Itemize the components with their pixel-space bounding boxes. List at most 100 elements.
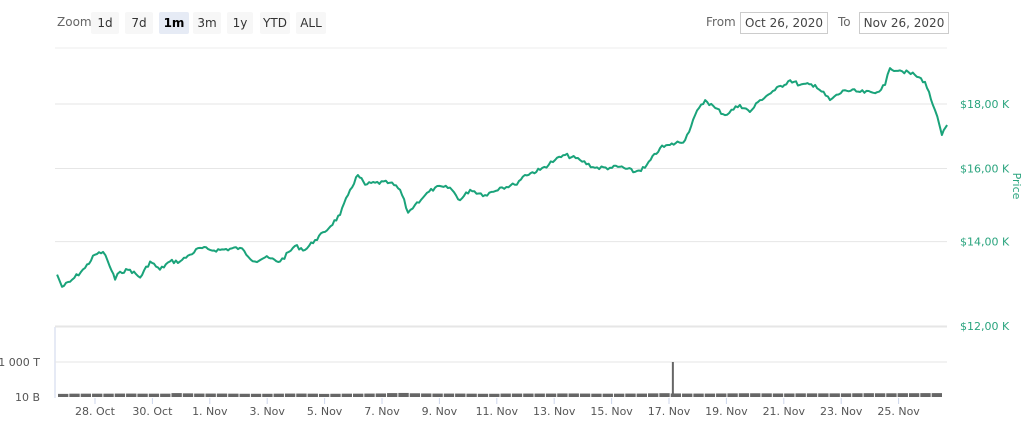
volume-bar: [693, 393, 704, 397]
volume-bar: [602, 393, 613, 397]
volume-bar: [568, 393, 579, 397]
volume-bar: [727, 393, 738, 397]
volume-bar: [160, 393, 171, 397]
volume-bar: [126, 393, 137, 397]
x-tick-label: 3. Nov: [249, 405, 285, 418]
volume-bar: [205, 393, 216, 397]
volume-bar: [353, 393, 364, 397]
volume-bar: [307, 393, 318, 397]
volume-bar: [557, 393, 568, 397]
volume-bar: [625, 393, 636, 397]
volume-bar: [432, 393, 443, 397]
volume-bar: [829, 393, 840, 397]
volume-bar: [908, 393, 920, 397]
x-tick-label: 17. Nov: [648, 405, 691, 418]
volume-bar: [341, 393, 352, 397]
volume-bar: [194, 393, 205, 397]
volume-bar: [80, 393, 92, 397]
volume-bar: [806, 393, 818, 397]
volume-bar: [545, 393, 557, 397]
x-tick-label: 1. Nov: [192, 405, 228, 418]
volume-bar: [636, 393, 647, 397]
zoom-button-1y[interactable]: 1y: [227, 12, 253, 34]
volume-bar: [659, 393, 670, 397]
volume-bar: [897, 393, 908, 397]
volume-bar: [92, 393, 103, 397]
volume-bar: [931, 393, 942, 397]
zoom-button-1m[interactable]: 1m: [159, 12, 189, 34]
volume-bar: [704, 393, 716, 397]
volume-bar: [648, 393, 659, 397]
volume-bar: [750, 393, 761, 397]
volume-tick-label: 10 B: [15, 391, 40, 404]
x-tick-label: 15. Nov: [590, 405, 633, 418]
x-tick-label: 21. Nov: [763, 405, 806, 418]
volume-bar: [250, 393, 262, 397]
volume-bar: [761, 393, 772, 397]
x-tick-label: 11. Nov: [476, 405, 519, 418]
zoom-button-all[interactable]: ALL: [296, 12, 326, 34]
volume-bar: [103, 393, 114, 397]
x-tick-label: 19. Nov: [705, 405, 748, 418]
volume-bar: [500, 393, 511, 397]
zoom-button-ytd[interactable]: YTD: [260, 12, 290, 34]
volume-bar: [795, 393, 806, 397]
volume-bar: [387, 393, 398, 397]
volume-bar: [364, 393, 375, 397]
volume-bar: [375, 393, 387, 397]
x-tick-label: 7. Nov: [364, 405, 400, 418]
volume-bar: [273, 393, 284, 397]
volume-bar: [523, 393, 534, 397]
zoom-button-1d[interactable]: 1d: [91, 12, 119, 34]
price-tick-label: $18,00 K: [960, 98, 1010, 111]
volume-bar: [443, 393, 455, 397]
volume-bar: [772, 393, 784, 397]
volume-bar: [682, 393, 693, 397]
x-tick-label: 13. Nov: [533, 405, 576, 418]
volume-bar: [784, 393, 795, 397]
zoom-button-7d[interactable]: 7d: [125, 12, 153, 34]
price-tick-label: $16,00 K: [960, 162, 1010, 175]
from-date-input[interactable]: Oct 26, 2020: [740, 12, 828, 34]
volume-bar: [171, 393, 182, 397]
volume-bar: [58, 393, 69, 397]
x-tick-label: 9. Nov: [422, 405, 458, 418]
volume-bar: [69, 393, 80, 397]
volume-bar: [318, 393, 330, 397]
volume-bar: [421, 393, 432, 397]
volume-bar: [262, 393, 273, 397]
x-tick-label: 28. Oct: [75, 405, 116, 418]
volume-bar: [863, 393, 874, 397]
volume-bar: [466, 393, 477, 397]
volume-bar: [852, 393, 863, 397]
volume-bar: [534, 393, 545, 397]
volume-bar: [511, 393, 523, 397]
zoom-button-3m[interactable]: 3m: [193, 12, 221, 34]
volume-bar: [296, 393, 307, 397]
x-tick-label: 23. Nov: [820, 405, 863, 418]
to-date-input[interactable]: Nov 26, 2020: [859, 12, 949, 34]
volume-bar: [738, 393, 750, 397]
x-tick-label: 30. Oct: [132, 405, 173, 418]
volume-bar: [579, 393, 591, 397]
volume-bar: [228, 393, 239, 397]
from-label: From: [706, 15, 736, 29]
y-axis-title: Price: [1010, 173, 1023, 200]
volume-bar: [114, 393, 126, 397]
volume-bar: [148, 393, 160, 397]
volume-bar: [591, 393, 602, 397]
volume-bar: [239, 393, 250, 397]
volume-spike-bar: [671, 362, 674, 397]
volume-bar: [137, 393, 148, 397]
x-tick-label: 5. Nov: [307, 405, 343, 418]
volume-bar: [216, 393, 228, 397]
volume-bar: [398, 392, 409, 397]
volume-bar: [489, 393, 500, 397]
zoom-label: Zoom: [57, 15, 92, 29]
volume-tick-label: 1 000 T: [0, 356, 40, 369]
volume-bar: [874, 393, 886, 397]
volume-bar: [886, 393, 897, 397]
x-tick-label: 25. Nov: [877, 405, 920, 418]
